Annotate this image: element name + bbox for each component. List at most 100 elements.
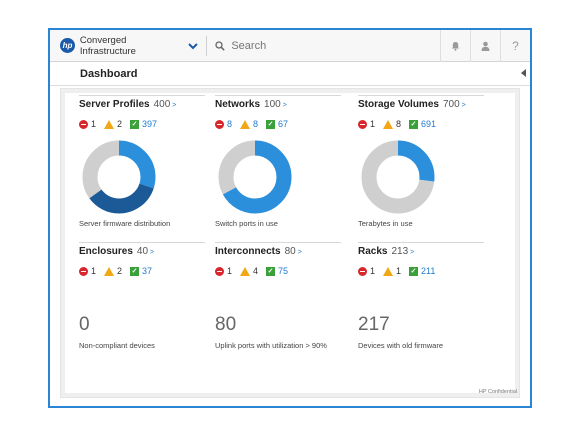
top-icons: ? [440, 29, 530, 62]
status-row: 1 2 ✓ 37 [79, 266, 209, 276]
panel-enclosures: Enclosures 40 > 1 2 ✓ 37 0 Non-compliant de… [79, 242, 209, 350]
panel-rule [358, 95, 484, 96]
panel-rule [79, 95, 205, 96]
panel-header[interactable]: Storage Volumes 700 > [358, 99, 488, 110]
panel-count[interactable]: 400 [153, 99, 171, 110]
search-box[interactable] [215, 39, 440, 52]
critical-status[interactable]: 1 [79, 119, 96, 129]
panel-caption: Non-compliant devices [79, 341, 155, 350]
ok-status[interactable]: ✓ 691 [409, 119, 436, 129]
panel-name[interactable]: Storage Volumes [358, 99, 439, 110]
panel-interconnects: Interconnects 80 > 1 4 ✓ 75 80 Uplink ports… [215, 242, 345, 350]
panel-caption: Devices with old firmware [358, 341, 444, 350]
critical-status[interactable]: 1 [358, 119, 375, 129]
panel-count[interactable]: 40 [136, 246, 149, 257]
critical-status[interactable]: 1 [79, 266, 96, 276]
check-icon: ✓ [130, 119, 140, 129]
panel-header[interactable]: Server Profiles 400 > [79, 99, 209, 110]
critical-count: 1 [91, 266, 97, 276]
panel-header[interactable]: Racks 213 > [358, 246, 488, 257]
ok-status[interactable]: ✓ 37 [130, 266, 152, 276]
search-input[interactable] [231, 39, 432, 52]
hp-logo-text: hp [62, 41, 73, 50]
warning-icon [240, 119, 251, 129]
donut-chart[interactable] [81, 139, 157, 215]
critical-icon [215, 119, 224, 129]
warning-status[interactable]: 8 [240, 119, 258, 129]
panel-rule [215, 242, 341, 243]
panel-header[interactable]: Networks 100 > [215, 99, 345, 110]
top-bar: hp Converged Infrastructure [50, 29, 530, 62]
warning-icon [383, 119, 394, 129]
arrow-right-icon[interactable]: > [410, 249, 415, 256]
panel-count[interactable]: 100 [264, 99, 281, 110]
panel-caption: Switch ports in use [215, 219, 278, 228]
warning-status[interactable]: 4 [240, 266, 258, 276]
donut-chart[interactable] [360, 139, 436, 215]
app-name-menu[interactable]: Converged Infrastructure [79, 34, 136, 57]
warning-count: 1 [396, 266, 402, 276]
critical-count: 1 [370, 266, 376, 276]
ok-count: 211 [421, 266, 436, 276]
panel-name[interactable]: Networks [215, 99, 261, 110]
ok-count: 397 [142, 119, 158, 129]
donut-segment[interactable] [82, 140, 156, 214]
status-row: 1 2 ✓ 397 [79, 119, 209, 129]
hp-logo[interactable]: hp [60, 38, 75, 53]
help-button[interactable]: ? [500, 29, 530, 62]
panel-storage-volumes: Storage Volumes 700 > 1 8 ✓ 691 Terabytes i… [358, 95, 488, 228]
panel-header[interactable]: Enclosures 40 > [79, 246, 209, 257]
ok-status[interactable]: ✓ 397 [130, 119, 157, 129]
warning-status[interactable]: 1 [383, 266, 401, 276]
critical-status[interactable]: 1 [358, 266, 375, 276]
warning-count: 8 [253, 119, 259, 129]
panel-count[interactable]: 213 [391, 246, 409, 257]
ok-status[interactable]: ✓ 67 [266, 119, 288, 129]
warning-status[interactable]: 2 [104, 119, 122, 129]
panel-name[interactable]: Enclosures [79, 246, 133, 257]
warning-count: 4 [253, 266, 259, 276]
warning-status[interactable]: 2 [104, 266, 122, 276]
check-icon: ✓ [266, 119, 276, 129]
panel-caption: Server firmware distribution [79, 219, 171, 228]
ok-status[interactable]: ✓ 211 [409, 266, 435, 276]
arrow-right-icon[interactable]: > [297, 249, 302, 256]
notifications-button[interactable] [440, 29, 470, 62]
donut-segment[interactable] [361, 140, 435, 214]
divider [206, 35, 208, 56]
warning-count: 2 [117, 119, 123, 129]
arrow-right-icon[interactable]: > [150, 249, 155, 256]
critical-icon [79, 266, 88, 276]
panel-count[interactable]: 80 [284, 246, 296, 257]
warning-status[interactable]: 8 [383, 119, 401, 129]
donut-segment[interactable] [82, 140, 156, 214]
arrow-right-icon[interactable]: > [172, 102, 177, 109]
panel-networks: Networks 100 > 8 8 ✓ 67 Switch ports in use [215, 95, 345, 228]
ok-status[interactable]: ✓ 75 [266, 266, 288, 276]
user-button[interactable] [470, 29, 500, 62]
arrow-right-icon[interactable]: > [282, 102, 287, 109]
panel-rule [215, 95, 341, 96]
collapse-arrow-icon[interactable] [521, 69, 526, 77]
check-icon: ✓ [409, 266, 419, 276]
check-icon: ✓ [266, 266, 276, 276]
big-value[interactable]: 80 [215, 314, 237, 335]
critical-status[interactable]: 8 [215, 119, 232, 129]
dashboard-content: Server Profiles 400 > 1 2 ✓ 397 Server firm… [60, 88, 520, 398]
big-value[interactable]: 0 [79, 314, 90, 335]
critical-status[interactable]: 1 [215, 266, 232, 276]
big-value[interactable]: 217 [358, 314, 390, 335]
donut-segment[interactable] [218, 140, 292, 214]
panel-name[interactable]: Racks [358, 246, 388, 257]
chevron-down-icon[interactable] [188, 41, 199, 51]
panel-name[interactable]: Interconnects [215, 246, 281, 257]
bell-icon [452, 41, 459, 51]
donut-chart[interactable] [217, 139, 293, 215]
status-row: 8 8 ✓ 67 [215, 119, 345, 129]
panel-header[interactable]: Interconnects 80 > [215, 246, 345, 257]
arrow-right-icon[interactable]: > [461, 102, 466, 109]
panel-name[interactable]: Server Profiles [79, 99, 150, 110]
confidential-label: HP Confidential [478, 389, 517, 395]
panel-count[interactable]: 700 [442, 99, 460, 110]
ok-count: 67 [278, 119, 289, 129]
